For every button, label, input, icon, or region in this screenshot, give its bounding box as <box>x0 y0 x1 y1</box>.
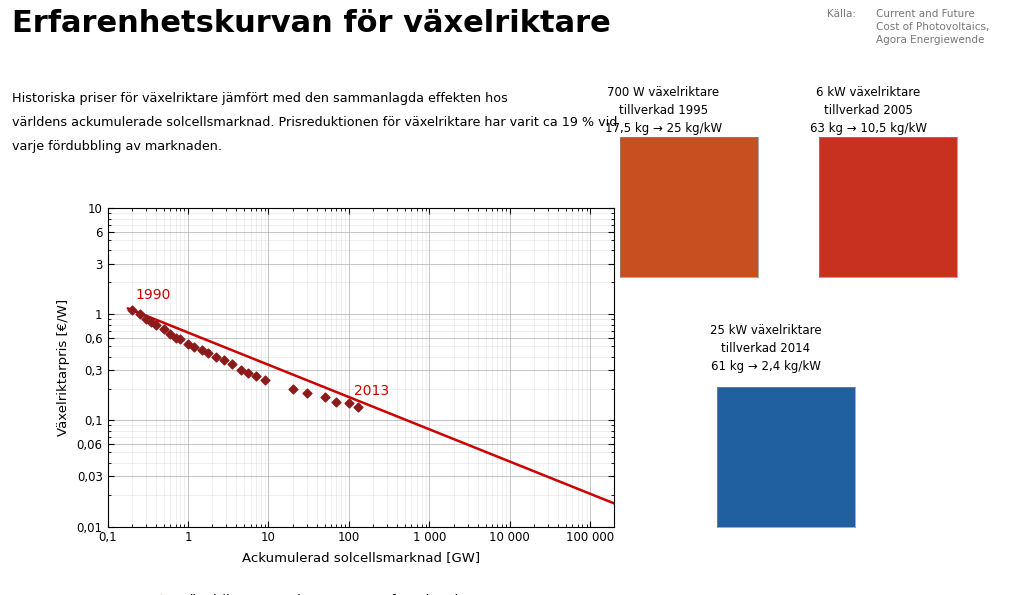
Point <box>143 317 160 327</box>
Point <box>124 305 140 315</box>
Point <box>207 352 223 361</box>
Point <box>285 384 301 393</box>
Point <box>299 389 315 398</box>
Point <box>329 397 345 406</box>
Point <box>350 402 367 411</box>
Point <box>216 355 232 365</box>
Text: världens ackumulerade solcellsmarknad. Prisreduktionen för växelriktare har vari: världens ackumulerade solcellsmarknad. P… <box>12 116 617 129</box>
Point <box>201 349 217 358</box>
Point <box>341 399 357 408</box>
Text: Current and Future
Cost of Photovoltaics,
Agora Energiewende: Current and Future Cost of Photovoltaics… <box>876 9 989 45</box>
Point <box>232 365 249 375</box>
X-axis label: Ackumulerad solcellsmarknad [GW]: Ackumulerad solcellsmarknad [GW] <box>242 552 480 565</box>
Text: Källa:: Källa: <box>827 9 856 19</box>
Point <box>167 333 183 343</box>
Point <box>156 325 172 334</box>
Text: 1990: 1990 <box>135 288 170 302</box>
Point <box>180 340 197 349</box>
Point <box>248 372 264 381</box>
Text: Erfarenhetskurvan för växelriktare: Erfarenhetskurvan för växelriktare <box>12 9 611 38</box>
Y-axis label: Växelriktarpris [€/W]: Växelriktarpris [€/W] <box>56 299 70 436</box>
Text: 6 kW växelriktare
tillverkad 2005
63 kg → 10,5 kg/kW: 6 kW växelriktare tillverkad 2005 63 kg … <box>810 86 927 135</box>
Point <box>162 330 178 339</box>
Point <box>316 393 333 402</box>
Point <box>257 375 273 385</box>
Point <box>186 343 203 352</box>
Text: 2013: 2013 <box>353 384 389 397</box>
Point <box>137 314 154 324</box>
Text: 700 W växelriktare
tillverkad 1995
17,5 kg → 25 kg/kW: 700 W växelriktare tillverkad 1995 17,5 … <box>605 86 722 135</box>
Text: Historiska priser för växelriktare jämfört med den sammanlagda effekten hos: Historiska priser för växelriktare jämfö… <box>12 92 508 105</box>
Point <box>240 368 256 378</box>
Legend: Växelriktare < 20kW, Erfarenhetskurva: Växelriktare < 20kW, Erfarenhetskurva <box>143 589 498 595</box>
Point <box>131 309 147 319</box>
Point <box>172 335 188 345</box>
Point <box>194 345 210 355</box>
Point <box>223 359 240 369</box>
Text: 25 kW växelriktare
tillverkad 2014
61 kg → 2,4 kg/kW: 25 kW växelriktare tillverkad 2014 61 kg… <box>710 324 822 373</box>
Point <box>147 320 164 330</box>
Text: varje fördubbling av marknaden.: varje fördubbling av marknaden. <box>12 140 222 153</box>
